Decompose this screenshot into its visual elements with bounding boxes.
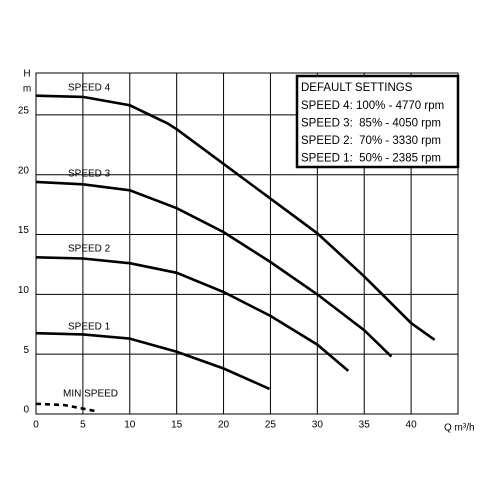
x-tick-label: 0 xyxy=(33,420,39,431)
series-label: SPEED 2 xyxy=(68,244,111,255)
y-tick-label: 25 xyxy=(18,106,30,117)
y-tick-label: 15 xyxy=(18,225,30,236)
y-axis-symbol: H xyxy=(23,69,30,80)
curve xyxy=(35,94,436,341)
curve xyxy=(35,402,96,413)
series-label: SPEED 4 xyxy=(68,83,111,94)
y-tick-label: 20 xyxy=(18,165,30,176)
series-label: SPEED 3 xyxy=(68,169,111,180)
x-axis-label: Q m³/h xyxy=(444,423,475,434)
series-label: MIN SPEED xyxy=(63,389,118,400)
y-tick-label: 0 xyxy=(23,405,29,416)
y-axis-unit: m xyxy=(23,84,31,95)
x-tick-label: 35 xyxy=(359,420,371,431)
settings-frame xyxy=(295,74,460,169)
x-tick-label: 5 xyxy=(80,420,86,431)
y-tick-label: 5 xyxy=(23,345,29,356)
curve xyxy=(35,180,393,358)
x-tick-label: 10 xyxy=(124,420,136,431)
settings-line: SPEED 4: 100% - 4770 rpm xyxy=(301,100,444,112)
settings-title: DEFAULT SETTINGS xyxy=(301,82,413,94)
x-tick-label: 20 xyxy=(218,420,230,431)
x-tick-label: 30 xyxy=(312,420,324,431)
settings-line: SPEED 2: 70% - 3330 rpm xyxy=(301,135,441,147)
settings-line: SPEED 1: 50% - 2385 rpm xyxy=(301,153,441,165)
curve xyxy=(35,331,271,391)
y-tick-label: 10 xyxy=(18,285,30,296)
series-label: SPEED 1 xyxy=(68,322,111,333)
x-tick-label: 25 xyxy=(265,420,277,431)
settings-line: SPEED 3: 85% - 4050 rpm xyxy=(301,118,441,130)
x-tick-label: 15 xyxy=(171,420,183,431)
x-tick-label: 40 xyxy=(406,420,418,431)
plot-frame xyxy=(35,72,459,415)
settings-box: DEFAULT SETTINGS SPEED 4: 100% - 4770 rp… xyxy=(295,74,460,169)
curve xyxy=(35,256,350,372)
